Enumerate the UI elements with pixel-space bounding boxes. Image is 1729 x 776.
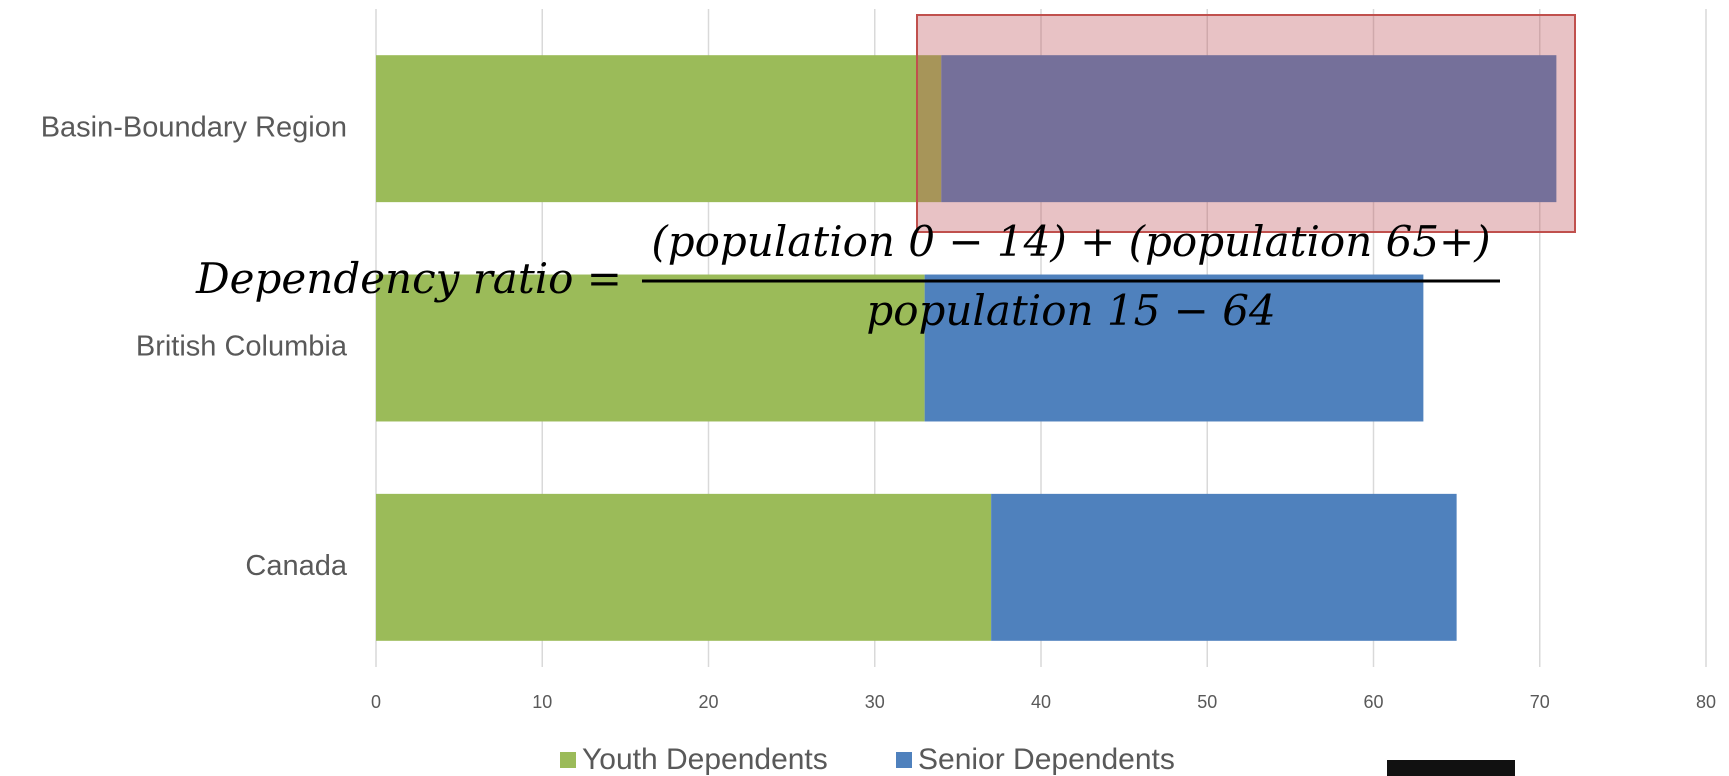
formula-lhs: Dependency ratio = [195,254,622,303]
legend-swatch [560,752,576,768]
bar-segment [924,274,1424,422]
legend-swatch [896,752,912,768]
x-tick-label: 40 [1031,692,1051,712]
y-tick-label: British Columbia [136,331,348,363]
formula-denominator: population 15 − 64 [866,286,1275,335]
legend-label: Youth Dependents [582,743,828,776]
x-tick-label: 50 [1197,692,1217,712]
bars [376,55,1557,641]
bar-segment [376,55,942,203]
legend-label: Senior Dependents [918,743,1175,776]
y-tick-label: Basin-Boundary Region [41,111,347,143]
bar-segment [376,493,992,641]
x-tick-label: 60 [1363,692,1383,712]
labels: 0 10 20 30 40 50 60 70 80 Basin-Boundary Region Br… [41,111,1716,776]
y-tick-label: Canada [245,550,347,582]
highlight-box [916,14,1576,233]
bar-segment [376,274,925,422]
x-tick-label: 20 [698,692,718,712]
x-tick-label: 0 [371,692,381,712]
x-tick-label: 70 [1530,692,1550,712]
x-tick-label: 30 [865,692,885,712]
bar-segment [991,493,1457,641]
black-box [1387,760,1515,776]
x-tick-label: 80 [1696,692,1716,712]
formula-numerator: (population 0 − 14) + (population 65+) [651,217,1490,266]
x-tick-label: 10 [532,692,552,712]
bar-segment [941,55,1557,203]
